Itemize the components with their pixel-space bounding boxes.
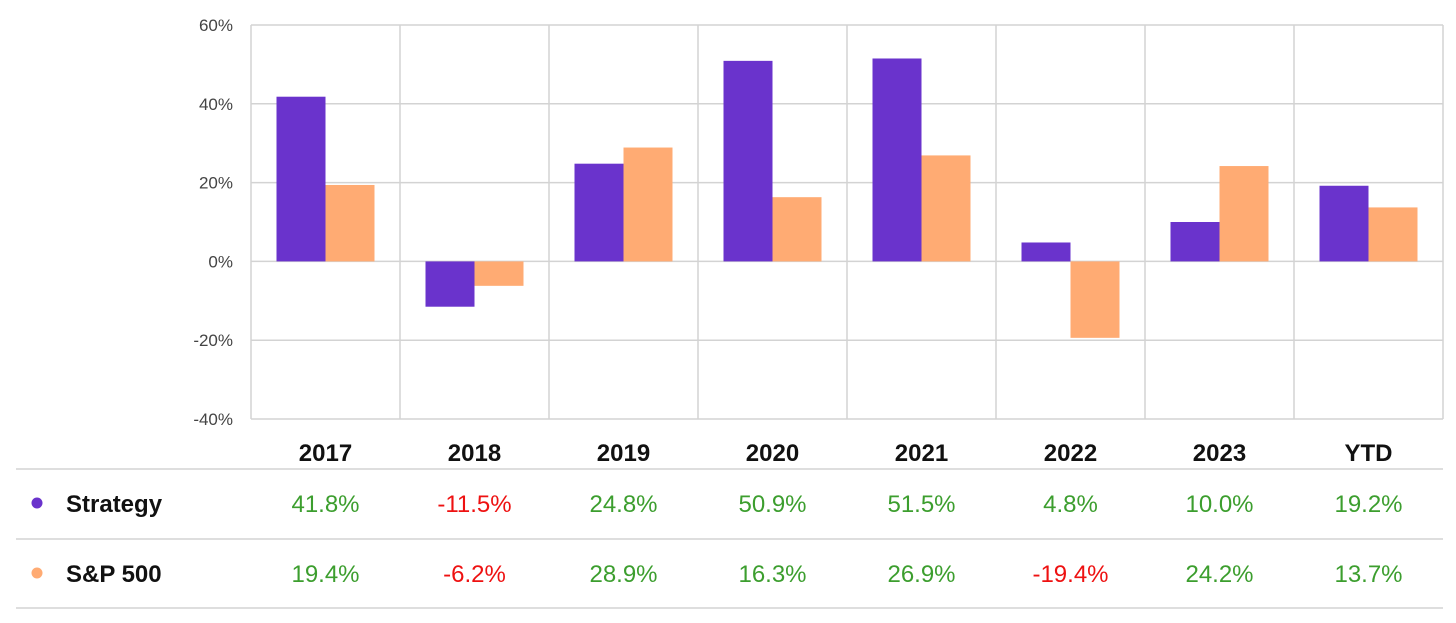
bar-sp500-2019	[623, 147, 673, 262]
x-tick-label: 2018	[448, 440, 501, 467]
data-label: 19.4%	[291, 561, 359, 588]
legend-marker	[31, 567, 43, 579]
x-tick-label: 2023	[1193, 440, 1246, 467]
legend-label: S&P 500	[66, 561, 162, 588]
data-label: 51.5%	[887, 491, 955, 518]
returns-table: Strategy 41.8% -11.5% 24.8% 50.9% 51.5% 4.8% 10…	[16, 468, 1443, 609]
data-label: -19.4%	[1032, 561, 1108, 588]
bar-strategy-2023	[1170, 222, 1220, 262]
y-tick-label: 20%	[199, 174, 233, 193]
data-label: 13.7%	[1334, 561, 1402, 588]
bar-strategy-2022	[1021, 242, 1071, 262]
data-label: -6.2%	[443, 561, 506, 588]
x-tick-label: 2020	[746, 440, 799, 467]
data-label: 19.2%	[1334, 491, 1402, 518]
bar-sp500-2022	[1070, 261, 1120, 338]
data-label: 28.9%	[589, 561, 657, 588]
data-label: 41.8%	[291, 491, 359, 518]
chart-grid	[250, 24, 1444, 420]
legend-marker	[31, 497, 43, 509]
x-tick-label: YTD	[1345, 440, 1393, 467]
bar-series	[276, 58, 1418, 338]
bar-strategy-2017	[276, 96, 326, 262]
data-label: 24.2%	[1185, 561, 1253, 588]
bar-sp500-ytd	[1368, 207, 1418, 262]
y-tick-label: -40%	[193, 410, 233, 429]
y-tick-label: 40%	[199, 95, 233, 114]
data-label: 24.8%	[589, 491, 657, 518]
y-tick-label: -20%	[193, 331, 233, 350]
bar-sp500-2017	[325, 184, 375, 262]
y-tick-label: 0%	[208, 252, 233, 271]
bar-sp500-2023	[1219, 166, 1269, 262]
bar-strategy-2020	[723, 60, 773, 262]
bar-strategy-2021	[872, 58, 922, 262]
x-tick-label: 2019	[597, 440, 650, 467]
data-label: 26.9%	[887, 561, 955, 588]
data-label: 50.9%	[738, 491, 806, 518]
legend-label: Strategy	[66, 491, 163, 518]
bar-strategy-ytd	[1319, 185, 1369, 262]
bar-sp500-2018	[474, 261, 524, 286]
y-tick-label: 60%	[199, 16, 233, 35]
data-label: 10.0%	[1185, 491, 1253, 518]
bar-sp500-2021	[921, 155, 971, 262]
data-label: 4.8%	[1043, 491, 1098, 518]
data-label: -11.5%	[437, 491, 511, 518]
bar-strategy-2018	[425, 261, 475, 307]
x-tick-label: 2017	[299, 440, 352, 467]
y-axis: 60% 40% 20% 0% -20% -40%	[193, 16, 233, 429]
bar-strategy-2019	[574, 163, 624, 262]
x-tick-label: 2022	[1044, 440, 1097, 467]
data-label: 16.3%	[738, 561, 806, 588]
x-axis: 2017 2018 2019 2020 2021 2022 2023 YTD	[299, 440, 1393, 467]
x-tick-label: 2021	[895, 440, 948, 467]
bar-sp500-2020	[772, 197, 822, 262]
